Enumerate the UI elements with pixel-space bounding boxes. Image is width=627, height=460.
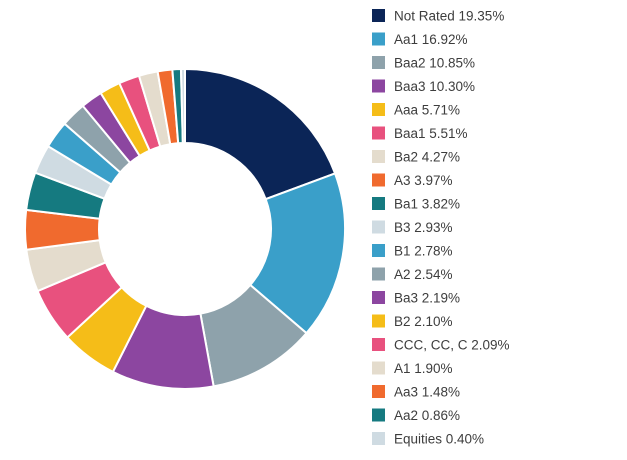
legend-label-aa3: Aa3 1.48% <box>394 385 460 400</box>
legend-label-ba3: Ba3 2.19% <box>394 291 460 306</box>
legend-swatch-aaa <box>372 103 385 116</box>
legend-swatch-aa3 <box>372 385 385 398</box>
legend-label-ba2: Ba2 4.27% <box>394 150 460 165</box>
legend-item-equities: Equities 0.40% <box>372 432 484 447</box>
legend-item-aaa: Aaa 5.71% <box>372 103 460 118</box>
legend-item-a2: A2 2.54% <box>372 267 453 282</box>
legend-item-a1: A1 1.90% <box>372 361 453 376</box>
legend-label-b3: B3 2.93% <box>394 220 453 235</box>
legend-swatch-b1 <box>372 244 385 257</box>
legend-swatch-ccc-cc-c <box>372 338 385 351</box>
donut-slice-not-rated <box>184 67 337 201</box>
legend-swatch-equities <box>372 432 385 445</box>
legend-swatch-not-rated <box>372 9 385 22</box>
legend-swatch-ba1 <box>372 197 385 210</box>
legend-swatch-baa3 <box>372 79 385 93</box>
legend-item-aa1: Aa1 16.92% <box>372 32 468 47</box>
legend-swatch-a1 <box>372 361 385 375</box>
legend-item-ba3: Ba3 2.19% <box>372 291 460 306</box>
legend-label-b2: B2 2.10% <box>394 314 453 329</box>
chart-legend: Not Rated 19.35% Aa1 16.92% Baa2 10.85% Baa… <box>372 9 510 447</box>
legend-label-ba1: Ba1 3.82% <box>394 197 460 212</box>
legend-item-b2: B2 2.10% <box>372 314 453 329</box>
legend-item-baa2: Baa2 10.85% <box>372 56 475 71</box>
legend-item-ba2: Ba2 4.27% <box>372 150 460 165</box>
legend-swatch-ba2 <box>372 150 385 163</box>
legend-label-aa1: Aa1 16.92% <box>394 32 468 47</box>
legend-item-not-rated: Not Rated 19.35% <box>372 9 504 24</box>
legend-swatch-b2 <box>372 314 385 328</box>
legend-label-a1: A1 1.90% <box>394 361 453 376</box>
legend-label-baa3: Baa3 10.30% <box>394 79 475 94</box>
donut-slice-equities <box>179 67 186 145</box>
legend-label-aa2: Aa2 0.86% <box>394 408 460 423</box>
legend-label-ccc-cc-c: CCC, CC, C 2.09% <box>394 338 510 353</box>
legend-item-ba1: Ba1 3.82% <box>372 197 460 212</box>
legend-swatch-aa1 <box>372 32 385 46</box>
legend-label-a2: A2 2.54% <box>394 267 453 282</box>
donut-slice-aa1 <box>248 172 346 335</box>
legend-item-aa3: Aa3 1.48% <box>372 385 460 400</box>
legend-item-b3: B3 2.93% <box>372 220 453 235</box>
legend-item-b1: B1 2.78% <box>372 244 453 259</box>
legend-item-ccc-cc-c: CCC, CC, C 2.09% <box>372 338 510 353</box>
legend-label-aaa: Aaa 5.71% <box>394 103 460 118</box>
legend-swatch-baa2 <box>372 56 385 69</box>
legend-label-b1: B1 2.78% <box>394 244 453 259</box>
legend-item-aa2: Aa2 0.86% <box>372 408 460 423</box>
legend-swatch-a2 <box>372 267 385 281</box>
legend-swatch-baa1 <box>372 126 385 140</box>
legend-swatch-ba3 <box>372 291 385 304</box>
legend-label-equities: Equities 0.40% <box>394 432 484 447</box>
legend-item-a3: A3 3.97% <box>372 173 453 188</box>
legend-label-baa1: Baa1 5.51% <box>394 126 468 141</box>
legend-label-a3: A3 3.97% <box>394 173 453 188</box>
legend-item-baa1: Baa1 5.51% <box>372 126 468 141</box>
legend-swatch-b3 <box>372 220 385 234</box>
donut-slices <box>24 67 346 390</box>
legend-swatch-a3 <box>372 173 385 187</box>
legend-label-not-rated: Not Rated 19.35% <box>394 9 504 24</box>
legend-swatch-aa2 <box>372 408 385 422</box>
legend-label-baa2: Baa2 10.85% <box>394 56 475 71</box>
legend-item-baa3: Baa3 10.30% <box>372 79 475 94</box>
